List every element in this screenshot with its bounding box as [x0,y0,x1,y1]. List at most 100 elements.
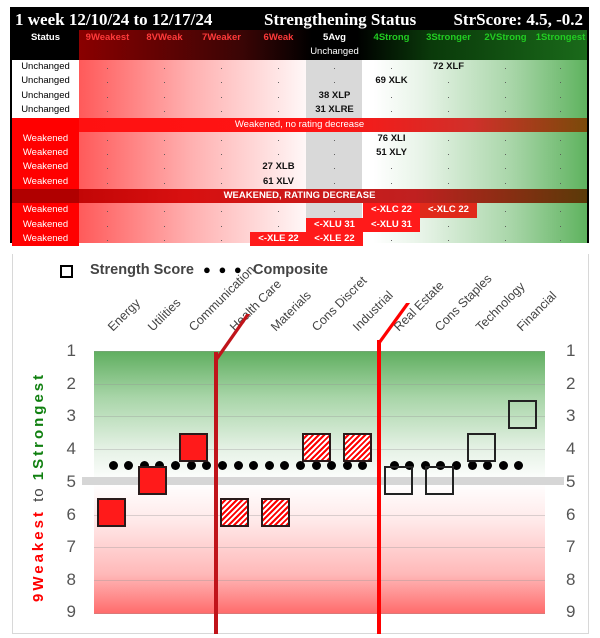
table-row: Weakened . . . . . <-XLC 22 <-XLC 22 . . [12,203,587,218]
table-cell: . [106,104,109,116]
table-cell: . [220,161,223,173]
table-cell: 61 XLV [263,175,294,187]
composite-dot [390,461,399,470]
chart-frame [12,254,589,634]
table-cell: . [447,175,450,187]
y-tick: 7 [66,537,76,556]
table-cell: . [504,104,507,116]
table-cell: <-XLC 22 [363,203,420,218]
table-row: Weakened . . . . . 76 XLI . . . [12,131,587,146]
group-divider-line-2 [377,340,381,634]
composite-dot [265,461,274,470]
table-title-row: 1 week 12/10/24 to 12/17/24 Strengthenin… [12,9,587,30]
table-cell: . [277,89,280,101]
table-cell: <-XLU 31 [306,217,363,232]
table-row: Weakened . . . 61 XLV . . . . . [12,174,587,190]
table-cell: . [106,147,109,158]
gridline [94,547,545,548]
table-cell: . [333,75,336,87]
composite-dot [405,461,414,470]
y-tick-right: 7 [566,537,576,556]
y-tick-right: 2 [566,374,576,393]
table-cell: 72 XLF [432,61,465,72]
marker-materials [261,498,290,527]
table-cell: <-XLC 22 [420,203,477,218]
y-tick-right: 1 [566,341,576,360]
marker-cons-discret [302,433,331,462]
composite-dot [327,461,336,470]
table-cell: . [220,175,223,187]
header-4strong: 4Strong [373,32,410,43]
table-cell: <-XLE 22 [250,232,307,247]
table-cell: . [447,147,450,158]
y-tick: 8 [66,570,76,589]
marker-technology [467,433,496,462]
table-cell: . [106,75,109,87]
table-cell: 51 XLY [376,147,407,158]
composite-dot [109,461,118,470]
table-cell: . [447,218,450,230]
status-cell: Weakened [12,217,79,232]
y-tick: 2 [66,374,76,393]
table-cell: . [163,61,166,72]
strength-score-legend-label: Strength Score [90,262,194,278]
table-cell: . [504,218,507,230]
table-cell: . [504,61,507,72]
table-cell: . [559,132,562,144]
table-cell: . [106,89,109,101]
marker-communication [179,433,208,462]
marker-industrial [343,433,372,462]
table-cell: . [220,75,223,87]
composite-dot [436,461,445,470]
composite-dot [202,461,211,470]
composite-dot [155,461,164,470]
marker-energy [97,498,126,527]
table-cell: . [390,61,393,72]
table-cell: . [163,175,166,187]
table-cell: . [333,147,336,158]
status-cell: Weakened [12,203,79,218]
table-cell: . [447,233,450,244]
table-cell: . [106,204,109,216]
table-cell: . [220,89,223,101]
header-5avg-sub: Unchanged [310,46,359,57]
table-body: Unchanged . . . . . . 72 XLF . . Unchang… [12,60,587,247]
composite-dot [140,461,149,470]
y-tick-right: 4 [566,439,576,458]
table-cell: . [220,233,223,244]
table-cell: . [277,218,280,230]
table-cell: . [163,89,166,101]
table-cell: . [333,204,336,216]
composite-dot [358,461,367,470]
table-cell: . [163,161,166,173]
table-cell: . [559,104,562,116]
table-cell: . [106,233,109,244]
table-cell: . [390,89,393,101]
y-tick-right: 5 [566,472,576,491]
composite-dot [514,461,523,470]
marker-health-care [220,498,249,527]
table-cell: . [277,147,280,158]
table-cell: . [333,175,336,187]
table-cell: . [447,89,450,101]
strength-score-legend-icon [60,265,73,278]
gridline [94,613,545,614]
table-cell: . [504,204,507,216]
status-cell: Unchanged [12,88,79,104]
table-cell: . [559,233,562,244]
header-8vweak: 8VWeak [146,32,183,43]
table-cell: . [447,132,450,144]
composite-dot [249,461,258,470]
gridline [94,416,545,417]
table-cell: 76 XLI [377,132,406,144]
composite-dot [124,461,133,470]
status-cell: Unchanged [12,74,79,89]
table-cell: . [333,132,336,144]
table-cell: . [559,75,562,87]
table-cell: . [390,233,393,244]
y-axis-title-weak: 9Weakest [30,509,47,602]
gridline [94,351,545,352]
y-tick-right: 6 [566,505,576,524]
status-cell: Unchanged [12,60,79,75]
y-tick: 4 [66,439,76,458]
